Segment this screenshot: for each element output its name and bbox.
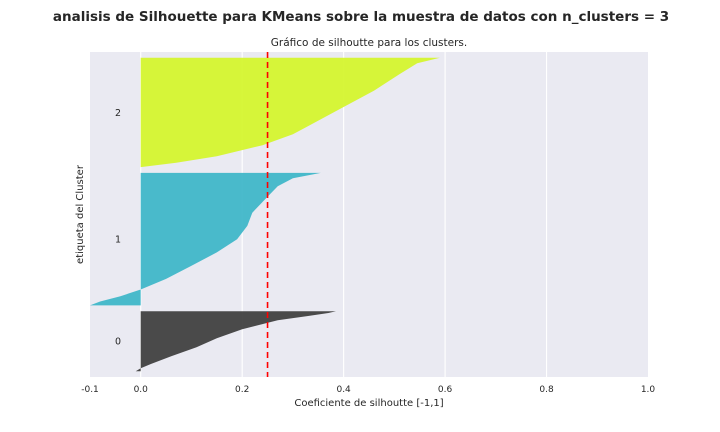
silhouette-clusters bbox=[90, 57, 440, 372]
cluster-label: 0 bbox=[115, 337, 121, 348]
y-axis-label: etiqueta del Cluster bbox=[75, 164, 86, 264]
x-tick-label: 0.0 bbox=[134, 385, 149, 395]
cluster-1-silhouette bbox=[90, 172, 321, 306]
cluster-label: 2 bbox=[115, 108, 121, 119]
cluster-label: 1 bbox=[115, 235, 121, 246]
x-tick-label: 1.0 bbox=[641, 385, 656, 395]
x-tick-label: 0.8 bbox=[539, 385, 554, 395]
x-axis-label: Coeficiente de silhoutte [-1,1] bbox=[294, 398, 443, 409]
x-tick-label: -0.1 bbox=[81, 385, 99, 395]
cluster-labels: 0 1 2 bbox=[115, 108, 121, 348]
cluster-0-silhouette bbox=[135, 311, 336, 372]
cluster-2-silhouette bbox=[140, 57, 440, 168]
x-tick-label: 0.2 bbox=[235, 385, 249, 395]
x-tick-label: 0.4 bbox=[336, 385, 351, 395]
x-tick-label: 0.6 bbox=[438, 385, 453, 395]
axes-title: Gráfico de silhoutte para los clusters. bbox=[271, 37, 467, 49]
x-tick-labels: -0.1 0.0 0.2 0.4 0.6 0.8 1.0 bbox=[81, 385, 655, 395]
chart-title: analisis de Silhouette para KMeans sobre… bbox=[53, 9, 669, 25]
